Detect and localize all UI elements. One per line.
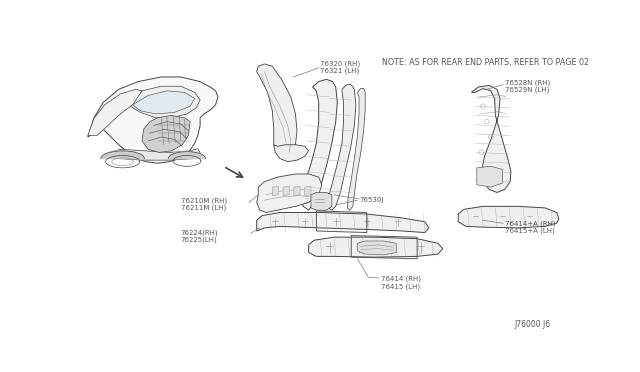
Polygon shape [301, 79, 337, 210]
Polygon shape [101, 151, 145, 158]
Polygon shape [294, 186, 300, 196]
Polygon shape [109, 148, 200, 160]
Polygon shape [348, 89, 365, 210]
Text: 76528N (RH)
76529N (LH): 76528N (RH) 76529N (LH) [505, 79, 550, 93]
Polygon shape [257, 174, 322, 212]
Text: 76210M (RH)
76211M (LH): 76210M (RH) 76211M (LH) [180, 197, 227, 211]
Polygon shape [274, 145, 308, 162]
Polygon shape [142, 115, 190, 153]
Text: J76000 J6: J76000 J6 [514, 320, 550, 329]
Polygon shape [257, 64, 297, 156]
Polygon shape [88, 77, 218, 163]
Polygon shape [311, 192, 332, 210]
Polygon shape [328, 85, 356, 210]
Polygon shape [168, 152, 205, 158]
Polygon shape [132, 91, 195, 114]
Polygon shape [358, 241, 396, 255]
Polygon shape [472, 86, 511, 192]
Polygon shape [127, 86, 200, 118]
Polygon shape [88, 89, 142, 135]
Text: 76414 (RH)
76415 (LH): 76414 (RH) 76415 (LH) [381, 276, 420, 290]
Polygon shape [257, 212, 429, 232]
Text: 76320 (RH)
76321 (LH): 76320 (RH) 76321 (LH) [320, 60, 360, 74]
Polygon shape [305, 186, 311, 196]
Text: NOTE: AS FOR REAR END PARTS, REFER TO PAGE 02: NOTE: AS FOR REAR END PARTS, REFER TO PA… [382, 58, 589, 67]
Text: 76414+A (RH)
76415+A (LH): 76414+A (RH) 76415+A (LH) [505, 220, 556, 234]
Polygon shape [477, 166, 502, 187]
Polygon shape [308, 237, 443, 257]
Text: 76530J: 76530J [359, 197, 383, 203]
Polygon shape [272, 186, 278, 196]
Polygon shape [458, 206, 559, 228]
Text: 76224(RH)
76225(LH): 76224(RH) 76225(LH) [180, 230, 218, 243]
Polygon shape [283, 186, 289, 196]
